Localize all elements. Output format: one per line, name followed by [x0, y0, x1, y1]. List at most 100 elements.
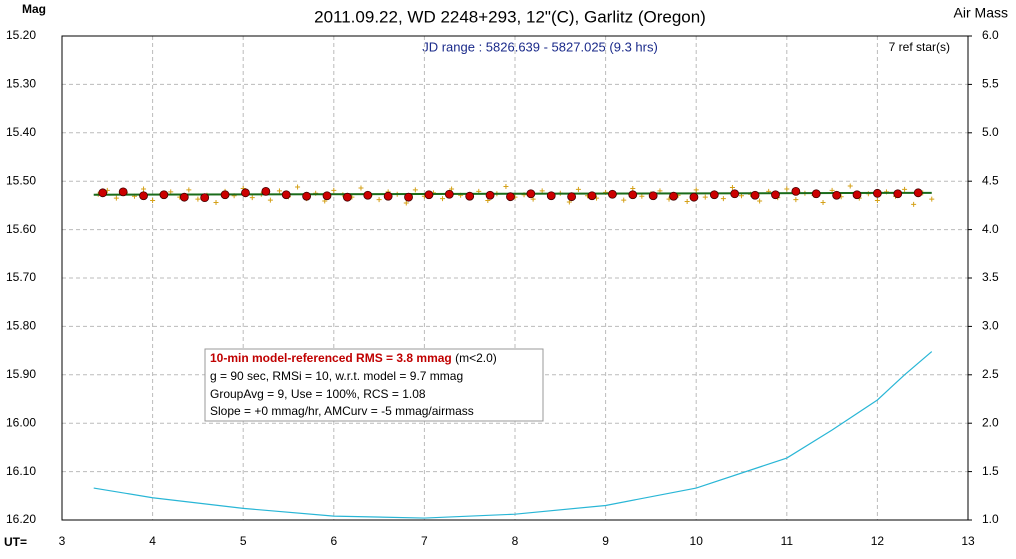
measurement-point [376, 197, 382, 203]
group-average-point [832, 190, 842, 200]
measurement-point [630, 185, 636, 191]
group-average-point [118, 187, 128, 197]
stats-headline: 10-min model-referenced RMS = 3.8 mmag [210, 351, 452, 365]
measurement-point [847, 183, 853, 189]
y-tick-label: 15.70 [6, 270, 36, 284]
plot-area: 15.20 15.30 15.40 15.50 15.60 15.70 15.80 15.90… [6, 28, 999, 548]
group-average-point [261, 186, 271, 196]
group-average-point [241, 188, 250, 198]
y2-tick-label: 6.0 [982, 28, 999, 42]
measurement-point [141, 186, 147, 192]
measurement-point [720, 196, 726, 202]
y-tick-label: 16.00 [6, 415, 36, 429]
measurement-point [793, 197, 799, 203]
y-tick-label: 15.40 [6, 125, 36, 139]
group-average-point [506, 192, 515, 202]
y2-tick-label: 2.0 [982, 415, 999, 429]
group-average-point [383, 191, 393, 201]
group-average-point [546, 191, 556, 201]
measurement-point [412, 187, 418, 193]
measurement-point [113, 195, 119, 201]
group-average-point [567, 192, 577, 202]
x-tick-label: 8 [512, 534, 519, 548]
y-tick-label: 15.30 [6, 77, 36, 91]
series-line [93, 351, 933, 519]
ref-stars: 7 ref star(s) [889, 40, 950, 54]
y2-tick-label: 5.0 [982, 125, 999, 139]
measurement-point [784, 186, 790, 192]
group-average-point [179, 192, 189, 202]
group-average-point [404, 192, 413, 202]
group-average-point [444, 189, 454, 199]
x-tick-label: 12 [871, 534, 885, 548]
measurement-point [186, 187, 192, 193]
y-tick-label: 15.80 [6, 319, 36, 333]
measurement-point [575, 186, 581, 192]
y2-tick-label: 3.5 [982, 270, 999, 284]
measurement-point [403, 200, 409, 206]
group-average-point [526, 189, 536, 199]
measurement-point [729, 184, 735, 190]
group-average-point [159, 190, 169, 200]
measurement-point [639, 193, 645, 199]
y2-axis-label: Air Mass [954, 5, 1008, 21]
plot-frame [61, 35, 969, 521]
group-average-point [669, 191, 678, 201]
stats-headline-line: 10-min model-referenced RMS = 3.8 mmag (… [210, 351, 497, 365]
group-average-point [709, 190, 719, 200]
x-tick-label: 6 [330, 534, 337, 548]
x-tick-label: 7 [421, 534, 428, 548]
measurement-point [929, 196, 935, 202]
stats-note: (m<2.0) [452, 351, 497, 365]
subtitle: JD range : 5826.639 - 5827.025 (9.3 hrs) [422, 39, 658, 54]
x-tick-label: 5 [240, 534, 247, 548]
measurement-point [911, 201, 917, 207]
x-tick-label: 3 [59, 534, 66, 548]
y-tick-label: 16.10 [6, 464, 36, 478]
x-tick-label: 10 [690, 534, 704, 548]
y2-tick-label: 3.0 [982, 319, 999, 333]
group-average-point [587, 191, 597, 201]
measurement-point [757, 198, 763, 204]
group-average-point [873, 188, 882, 198]
group-average-point [607, 189, 617, 199]
group-average-point [342, 192, 352, 202]
group-average-point [322, 191, 332, 201]
measurement-point [702, 194, 708, 200]
y2-tick-label: 4.5 [982, 173, 999, 187]
group-average-point [628, 190, 638, 200]
y-tick-label: 15.20 [6, 28, 36, 42]
y-tick-label: 15.50 [6, 173, 36, 187]
group-average-point [730, 189, 740, 199]
measurement-point [902, 186, 908, 192]
group-average-point [424, 190, 434, 200]
x-tick-label: 9 [602, 534, 609, 548]
group-average-point [139, 191, 148, 201]
measurement-point [358, 185, 364, 191]
measurement-point [195, 196, 201, 202]
group-average-point [771, 190, 780, 200]
group-average-point [893, 189, 903, 199]
x-tick-label: 11 [781, 534, 794, 548]
x-tick-label: 13 [961, 534, 975, 548]
measurement-point [276, 188, 282, 194]
group-average-point [913, 188, 923, 198]
y-tick-label: 16.20 [6, 512, 36, 526]
x-axis-label: UT= [4, 535, 27, 549]
group-average-point [852, 190, 862, 200]
measurement-point [621, 197, 627, 203]
measurement-point [820, 199, 826, 205]
group-average-point [648, 191, 658, 201]
group-average-point [485, 190, 495, 200]
y2-tick-label: 1.0 [982, 512, 999, 526]
group-average-point [302, 191, 312, 201]
group-average-point [791, 186, 801, 196]
measurement-point [150, 198, 156, 204]
measurement-point [539, 188, 545, 194]
y-tick-label: 15.90 [6, 367, 36, 381]
x-tick-label: 4 [149, 534, 156, 548]
y-axis-label: Mag [22, 2, 46, 16]
measurement-point [267, 197, 273, 203]
measurement-point [874, 198, 880, 204]
